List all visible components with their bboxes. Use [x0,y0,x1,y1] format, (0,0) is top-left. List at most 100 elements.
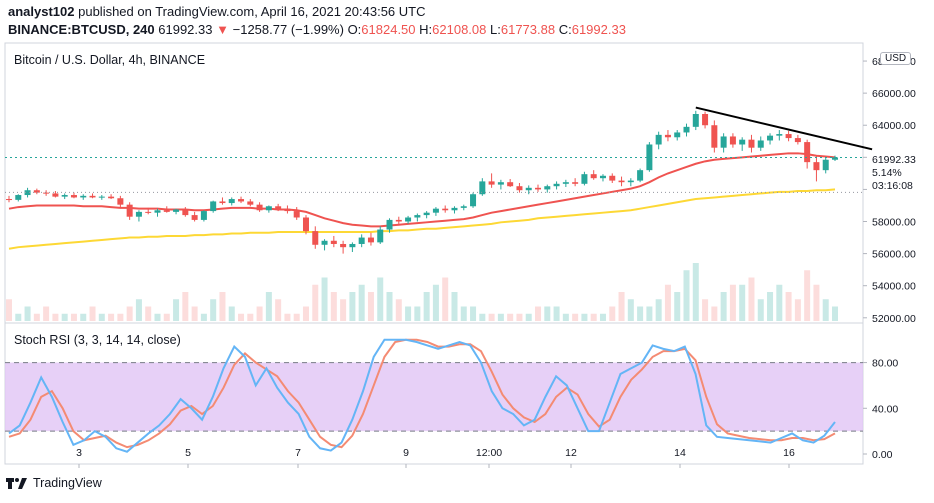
close-label: C: [558,22,572,37]
rsi-title: Stoch RSI (3, 3, 14, 14, close) [14,333,181,347]
volume-bar [646,306,653,321]
ma-fast-line [8,152,836,228]
trendline [695,106,873,151]
volume-bar [739,284,746,321]
candle-body [646,144,653,171]
volume-bar [275,299,282,321]
volume-bar [15,313,22,321]
author[interactable]: analyst102 [8,4,75,19]
volume-bar [312,284,319,321]
volume-bar [497,313,504,321]
volume-bar [293,313,300,321]
time-tick-label: 16 [783,447,795,459]
volume-bar [767,292,774,321]
price-box: 61992.33 5.14% 03:16:08 [868,154,926,198]
candle-body [330,240,337,244]
candle-body [627,180,634,183]
low-value: 61773.88 [500,22,556,37]
rsi-tick-label: 80.00 [872,358,898,370]
rsi-d-line [8,338,836,449]
volume-bar [265,292,272,321]
tradingview-logo[interactable]: TradingView [6,476,102,490]
volume-bar [785,292,792,321]
candle-body [674,132,681,138]
volume-bar [135,299,142,321]
candle-body [460,206,467,208]
candle-body [80,195,87,198]
candle-body [822,159,829,171]
volume-bar [488,313,495,321]
candle-body [767,135,774,141]
candle-body [618,180,625,183]
candle-body [228,199,235,204]
price-box-timer: 03:16:08 [872,180,913,192]
volume-bar [395,299,402,321]
open-label: O: [347,22,362,37]
last-price: 61992.33 [158,22,213,37]
volume-bar [173,299,180,321]
candle-body [423,212,430,216]
volume-bar [609,306,616,321]
rsi-tick-label: 40.00 [872,403,898,415]
volume-bar [553,306,560,321]
volume-bar [423,292,430,321]
change: −1258.77 (−1.99%) [232,22,344,37]
candle-body [61,195,68,197]
volume-bar [813,284,820,321]
currency-badge[interactable]: USD [880,52,912,65]
candle-body [804,142,811,163]
candle-body [386,219,393,230]
volume-bar [6,299,12,321]
volume-bar [340,299,347,321]
volume-bar [302,306,309,321]
volume-bar [182,292,189,321]
publisher-line: analyst102 published on TradingView.com,… [8,4,425,19]
candle-body [247,201,254,205]
price-tick-label: 54000.00 [872,281,916,293]
candle-body [739,139,746,145]
time-tick-label: 9 [403,447,409,459]
close-value: 61992.33 [571,22,626,37]
volume-bar [219,292,226,321]
candle-body [776,134,783,136]
candle-body [395,219,402,222]
candle-body [349,243,356,248]
volume-bar [405,306,412,321]
time-axis: 3 5 7 9 12:00 12 14 16 [76,447,795,468]
brand-label: TradingView [33,476,102,490]
candle-body [525,187,532,191]
candle-body [312,231,319,245]
candle-body [720,136,727,148]
candle-body [405,217,412,222]
volume-bar [358,284,365,321]
high-value: 62108.08 [432,22,487,37]
candle-body [6,199,12,201]
volume-bar [451,292,458,321]
volume-bar [460,306,467,321]
candle-body [210,201,217,212]
volume-bar [822,299,829,321]
candle-body [442,208,449,211]
candle-body [200,211,207,220]
price-box-pct: 5.14% [872,167,902,179]
volume-bar [247,313,254,321]
candle-body [154,210,161,213]
volume-bar [367,292,374,321]
resistance-trendline [695,106,873,151]
candle-body [702,114,709,126]
price-tick-label: 66000.00 [872,88,916,100]
panel-title: Bitcoin / U.S. Dollar, 4h, BINANCE [14,53,206,67]
volume-bar [804,270,811,321]
volume-bar [674,292,681,321]
volume-bar [321,277,328,321]
candle-body [284,208,291,212]
volume-bar [794,299,801,321]
volume-bar [664,284,671,321]
candle-body [33,190,40,193]
candle-body [599,175,606,179]
volume-bar [470,306,477,321]
candle-body [414,215,421,218]
candle-body [24,190,31,196]
volume-bar [507,313,514,321]
